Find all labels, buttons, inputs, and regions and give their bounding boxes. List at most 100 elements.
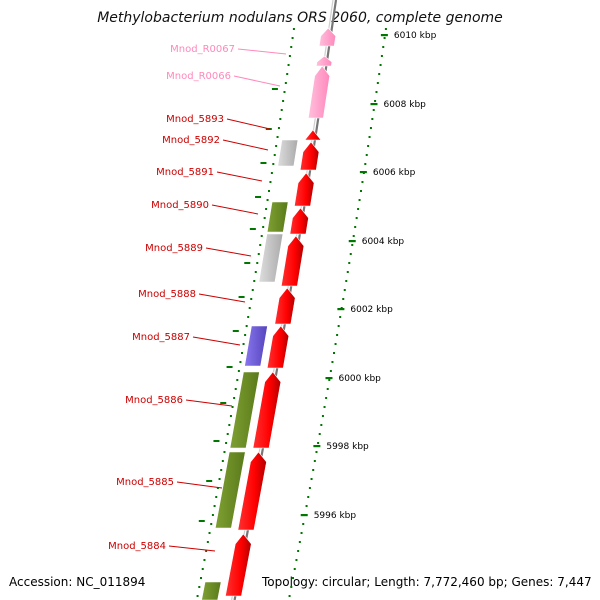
guide-dot <box>245 325 248 327</box>
scale-label: 6010 kbp <box>394 31 437 41</box>
guide-dot <box>288 55 291 57</box>
guide-dot <box>345 280 348 282</box>
guide-dash <box>271 88 278 90</box>
accession-text: Accession: NC_011894 <box>9 575 146 589</box>
guide-dot <box>298 541 301 543</box>
forward-gene-10 <box>225 533 252 597</box>
guide-dash <box>198 520 205 522</box>
guide-dot <box>339 316 342 318</box>
guide-dot <box>221 460 224 462</box>
leader-line <box>176 481 223 489</box>
rna-gene-r0066-small <box>315 55 333 67</box>
guide-dot <box>336 334 339 336</box>
scale-label: 6004 kbp <box>362 237 405 247</box>
guide-dot <box>256 262 259 264</box>
leader-line <box>198 293 246 303</box>
guide-dot <box>364 163 367 165</box>
leader-line <box>205 247 252 257</box>
guide-dot <box>272 163 275 165</box>
guide-dot <box>380 55 383 57</box>
gene-label-mnod_5893: Mnod_5893 <box>166 114 224 125</box>
guide-dot <box>288 595 291 597</box>
leader-line <box>168 545 216 552</box>
guide-dot <box>307 496 310 498</box>
gene-label-mnod_5892: Mnod_5892 <box>162 135 220 146</box>
scale-label: 5996 kbp <box>314 511 357 521</box>
guide-dash <box>260 162 267 164</box>
guide-dot <box>342 298 345 300</box>
guide-dot <box>248 307 251 309</box>
guide-dot <box>233 397 236 399</box>
leader-line <box>226 118 271 130</box>
guide-dot <box>266 199 269 201</box>
guide-dot <box>254 271 257 273</box>
guide-dot <box>206 541 209 543</box>
guide-dot <box>205 550 208 552</box>
guide-dot <box>263 217 266 219</box>
guide-dot <box>372 109 375 111</box>
guide-dash <box>249 228 256 230</box>
topology-text: Topology: circular; Length: 7,772,460 bp… <box>262 575 592 589</box>
guide-dot <box>283 91 286 93</box>
guide-dot <box>351 244 354 246</box>
scale-labels: 6010 kbp 6008 kbp 6006 kbp 6004 kbp 6002 kbp… <box>300 31 437 521</box>
guide-dash <box>213 440 220 442</box>
guide-dot <box>376 82 379 84</box>
guide-dot <box>259 244 262 246</box>
guide-dot <box>236 379 239 381</box>
leader-line <box>192 336 241 346</box>
scale-tick <box>337 308 345 311</box>
scale-label: 6000 kbp <box>338 374 381 384</box>
gene-label-mnod_r0067: Mnod_R0067 <box>170 44 235 55</box>
guide-dot <box>365 154 368 156</box>
guide-dot <box>326 388 329 390</box>
guide-dot <box>329 370 332 372</box>
leader-line <box>216 171 263 182</box>
guide-dot <box>302 523 305 525</box>
guide-dot <box>295 559 298 561</box>
gene-label-mnod_5889: Mnod_5889 <box>145 243 203 254</box>
guide-dot <box>273 154 276 156</box>
guide-dot <box>292 577 295 579</box>
guide-dot <box>218 478 221 480</box>
olive-gene-5884 <box>201 581 222 600</box>
guide-dot <box>358 199 361 201</box>
guide-dot <box>257 253 260 255</box>
guide-dot <box>355 217 358 219</box>
scale-tick <box>313 445 321 448</box>
guide-dot <box>378 73 381 75</box>
guide-dot <box>237 370 240 372</box>
guide-dash <box>244 262 251 264</box>
gene-label-mnod_5886: Mnod_5886 <box>125 395 183 406</box>
guide-dot <box>369 127 372 129</box>
guide-dot <box>229 415 232 417</box>
guide-dot <box>200 577 203 579</box>
guide-dash <box>226 366 233 368</box>
scale-label: 5998 kbp <box>326 442 369 452</box>
guide-dot <box>242 343 245 345</box>
guide-dot <box>225 442 228 444</box>
guide-dot <box>228 424 231 426</box>
leader-line <box>233 75 281 87</box>
guide-dot <box>269 181 272 183</box>
guide-dot <box>260 235 263 237</box>
gene-features <box>201 27 337 600</box>
guide-dot <box>234 388 237 390</box>
forward-gene-6 <box>274 287 296 325</box>
guide-dot <box>244 334 247 336</box>
scale-label: 6002 kbp <box>350 305 393 315</box>
guide-dot <box>226 433 229 435</box>
guide-dash <box>238 296 245 298</box>
guide-dot <box>241 352 244 354</box>
guide-dot <box>334 343 337 345</box>
guide-dot <box>357 208 360 210</box>
guide-dot <box>379 64 382 66</box>
guide-dot <box>360 190 363 192</box>
guide-dot <box>318 433 321 435</box>
guide-dot <box>270 172 273 174</box>
guide-dot <box>201 568 204 570</box>
guide-dot <box>196 595 199 597</box>
guide-dot <box>375 91 378 93</box>
guide-dot <box>323 406 326 408</box>
